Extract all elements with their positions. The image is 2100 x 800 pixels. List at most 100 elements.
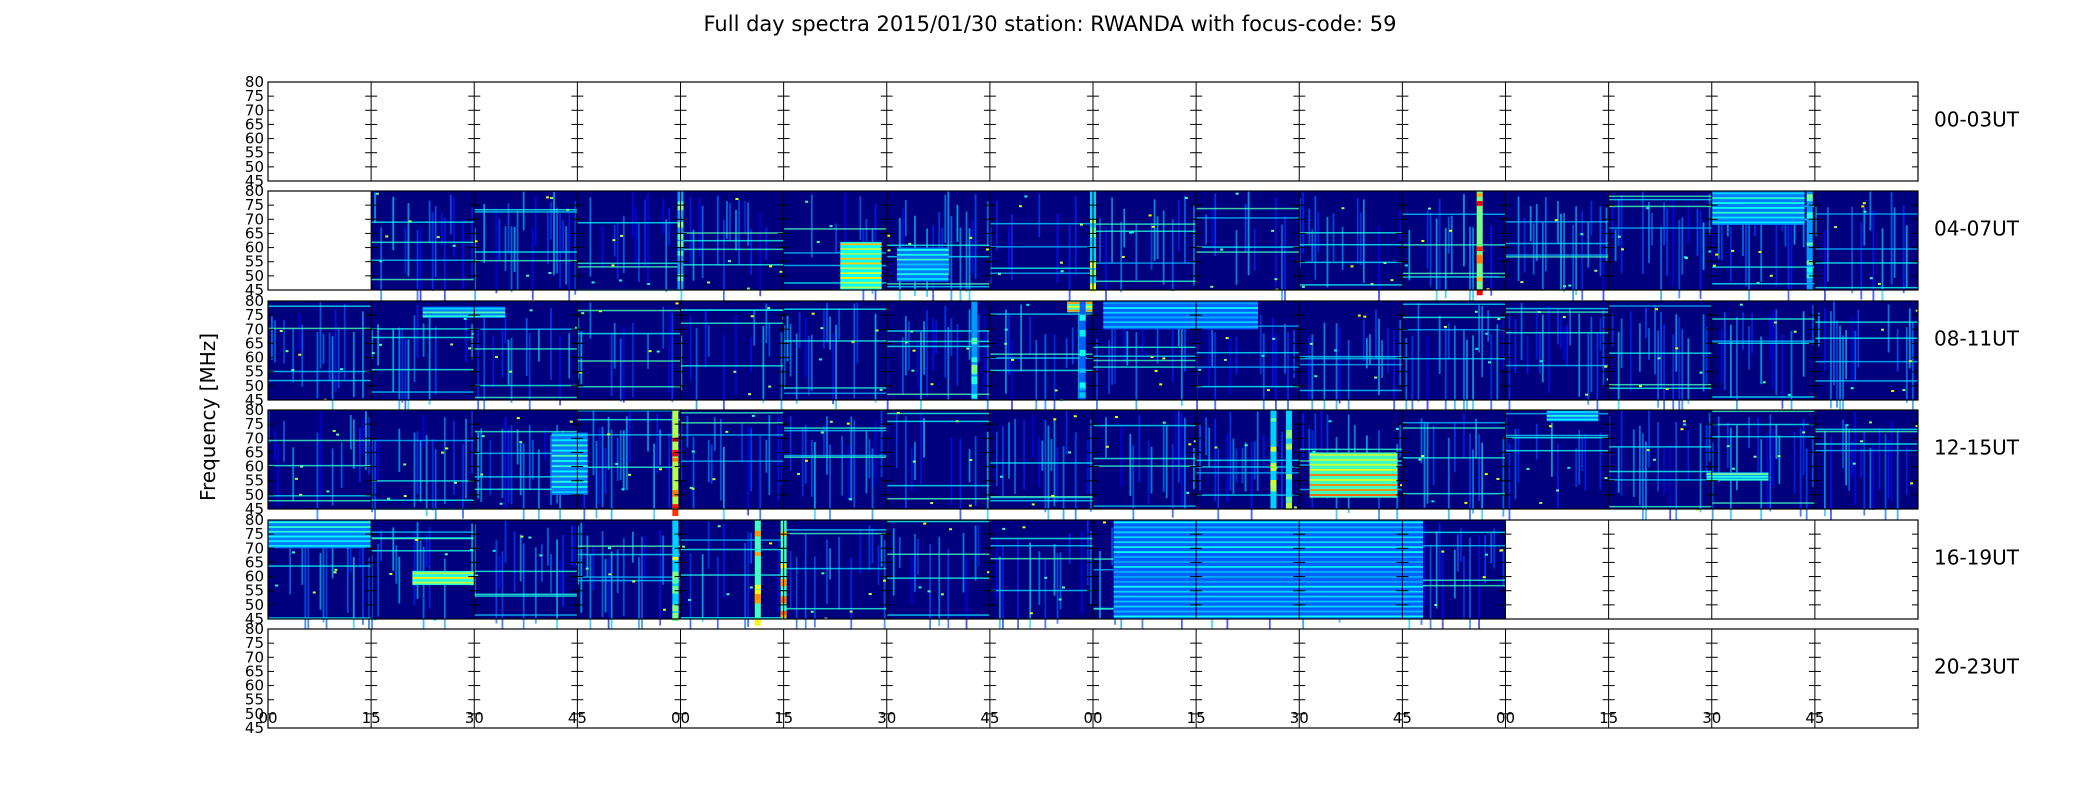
- interference-line: [1402, 316, 1506, 319]
- spectrum-speckle: [1731, 249, 1735, 252]
- band-stripe: [1113, 546, 1423, 549]
- spectrum-streak: [292, 447, 295, 501]
- interference-line: [1814, 449, 1918, 452]
- y-tick-label: 55: [245, 253, 264, 271]
- spectrum-segment: [1196, 191, 1300, 309]
- spectrum-streak: [1423, 421, 1426, 508]
- spectrum-streak: [1611, 204, 1614, 239]
- interference-line: [989, 462, 1093, 464]
- spectrum-segment: [371, 191, 475, 326]
- spectrum-streak: [859, 528, 862, 574]
- spectrum-speckle: [1159, 383, 1163, 386]
- band-stripe: [840, 257, 882, 260]
- interference-line: [1299, 363, 1403, 366]
- spectrum-speckle: [1301, 285, 1305, 288]
- band-stripe: [551, 470, 588, 473]
- spectrum-speckle: [516, 417, 520, 420]
- interference-line: [989, 557, 1093, 560]
- spectrum-streak: [938, 212, 941, 254]
- y-tick-label: 60: [245, 349, 264, 367]
- y-tick-label: 60: [245, 677, 264, 695]
- spectrum-speckle: [1915, 425, 1919, 428]
- interference-line: [1608, 305, 1712, 307]
- spectrum-streak: [1517, 428, 1520, 484]
- burst-base: [754, 520, 761, 619]
- spectrum-speckle: [1863, 210, 1867, 213]
- burst-base: [1476, 191, 1483, 290]
- interference-line: [371, 259, 475, 261]
- spectrum-streak: [1235, 448, 1238, 483]
- y-tick-label: 55: [245, 144, 264, 162]
- spectrum-streak: [1611, 313, 1614, 347]
- interference-line: [1299, 232, 1403, 234]
- spectrum-streak: [671, 413, 674, 453]
- band-stripe: [1113, 605, 1423, 608]
- spectrum-streak: [619, 430, 622, 481]
- spectrum-streak: [1314, 195, 1317, 280]
- spectrum-streak: [1632, 429, 1635, 497]
- spectrum-streak: [810, 334, 813, 391]
- interference-line: [1299, 357, 1403, 360]
- spectrum-streak: [1890, 192, 1893, 285]
- band-stripe: [1546, 411, 1599, 413]
- spectrum-speckle: [1762, 381, 1766, 384]
- burst-column: [672, 520, 679, 622]
- spectrum-speckle: [1434, 603, 1438, 606]
- x-tick-label: 30: [465, 709, 484, 727]
- interference-line: [1196, 366, 1300, 368]
- spectrum-streak: [1827, 207, 1829, 282]
- burst-spot: [672, 575, 679, 584]
- spectrum-streak: [1784, 210, 1787, 247]
- spectrum-streak: [1578, 313, 1581, 397]
- spectrum-streak: [1508, 313, 1511, 410]
- spectrum-speckle: [1682, 420, 1686, 423]
- interference-line: [1299, 448, 1403, 451]
- spectrum-streak: [722, 219, 725, 314]
- band-stripe: [412, 572, 475, 575]
- spectrum-streak: [547, 527, 549, 566]
- spectrum-speckle: [1431, 500, 1435, 503]
- spectrum-streak: [1830, 436, 1832, 535]
- spectrum-streak: [1802, 418, 1805, 476]
- band-stripe: [1711, 221, 1805, 224]
- spectrum-streak: [453, 196, 455, 257]
- spectrum-speckle: [1293, 506, 1297, 509]
- interference-line: [474, 476, 578, 478]
- spectrum-speckle: [1044, 576, 1048, 579]
- spectrum-streak: [838, 536, 841, 610]
- spectrum-streak: [507, 339, 510, 385]
- spectrum-streak: [747, 426, 750, 516]
- spectrum-speckle: [1548, 425, 1552, 428]
- spectrum-streak: [362, 418, 364, 455]
- spectrum-streak: [1748, 417, 1750, 449]
- spectrum-streak: [277, 444, 279, 506]
- interference-line: [783, 228, 887, 230]
- spectrum-speckle: [662, 608, 666, 611]
- bright-band: [1103, 301, 1258, 330]
- spectrum-speckle: [1188, 443, 1192, 446]
- spectrum-streak: [395, 545, 398, 584]
- interference-line: [1093, 359, 1197, 362]
- spectrum-streak: [544, 428, 546, 460]
- spectrum-streak: [589, 554, 592, 641]
- spectrum-speckle: [1054, 389, 1058, 392]
- spectrum-streak: [1599, 206, 1602, 277]
- spectrum-streak: [677, 536, 680, 615]
- spectrum-speckle: [910, 330, 914, 333]
- spectrum-speckle: [1223, 358, 1227, 361]
- spectrum-speckle: [1443, 325, 1447, 328]
- spectrum-streak: [1399, 320, 1402, 387]
- spectrum-segment: [1711, 410, 1815, 538]
- spectrum-streak: [510, 425, 513, 505]
- spectrum-streak: [686, 415, 689, 448]
- interference-line: [1196, 217, 1300, 219]
- spectrum-streak: [371, 329, 373, 359]
- spectrum-streak: [1314, 413, 1317, 457]
- interference-line: [1608, 352, 1712, 354]
- spectrum-speckle: [1235, 192, 1239, 195]
- spectrum-streak: [959, 227, 962, 321]
- spectrum-streak: [1205, 214, 1208, 245]
- spectrum-segment: [680, 410, 784, 525]
- spectrum-streak: [1748, 326, 1750, 370]
- spectrum-speckle: [648, 350, 652, 353]
